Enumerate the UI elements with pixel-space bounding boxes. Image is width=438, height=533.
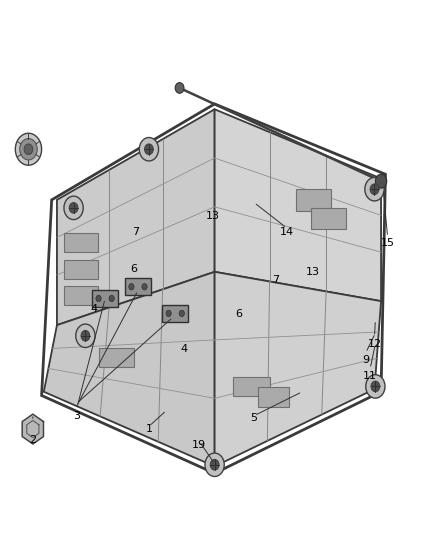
Circle shape [96, 295, 101, 302]
Circle shape [375, 174, 387, 188]
Circle shape [179, 310, 184, 317]
Circle shape [109, 295, 114, 302]
Circle shape [366, 375, 385, 398]
Circle shape [142, 284, 147, 290]
Polygon shape [22, 414, 43, 444]
Text: 9: 9 [362, 355, 369, 365]
Circle shape [64, 196, 83, 220]
Circle shape [166, 310, 171, 317]
Polygon shape [64, 233, 98, 252]
Text: 4: 4 [180, 344, 187, 354]
Text: 14: 14 [280, 227, 294, 237]
Text: 12: 12 [367, 339, 381, 349]
Circle shape [24, 144, 33, 155]
Circle shape [81, 330, 90, 341]
Polygon shape [92, 290, 118, 307]
Circle shape [371, 381, 380, 392]
Text: 7: 7 [132, 227, 139, 237]
Text: 15: 15 [381, 238, 395, 247]
Circle shape [365, 177, 384, 201]
Text: 7: 7 [272, 275, 279, 285]
Text: 11: 11 [363, 371, 377, 381]
Circle shape [76, 324, 95, 348]
Circle shape [205, 453, 224, 477]
Text: 6: 6 [235, 310, 242, 319]
Polygon shape [64, 286, 98, 305]
Circle shape [129, 284, 134, 290]
Text: 5: 5 [251, 414, 258, 423]
Text: 3: 3 [73, 411, 80, 421]
Polygon shape [125, 278, 151, 295]
Circle shape [69, 203, 78, 213]
Text: 13: 13 [306, 267, 320, 277]
Polygon shape [215, 109, 381, 301]
Polygon shape [99, 348, 134, 367]
Circle shape [139, 138, 159, 161]
Polygon shape [296, 189, 331, 211]
Text: 6: 6 [130, 264, 137, 274]
Polygon shape [233, 377, 270, 396]
Text: 4: 4 [91, 304, 98, 314]
Polygon shape [258, 387, 289, 407]
Circle shape [20, 139, 37, 160]
Text: 13: 13 [205, 211, 219, 221]
Circle shape [145, 144, 153, 155]
Circle shape [15, 133, 42, 165]
Polygon shape [64, 260, 98, 279]
Text: 1: 1 [145, 424, 152, 434]
Polygon shape [311, 208, 346, 229]
Polygon shape [57, 109, 215, 325]
Circle shape [210, 459, 219, 470]
Text: 19: 19 [192, 440, 206, 450]
Circle shape [370, 184, 379, 195]
Circle shape [175, 83, 184, 93]
Polygon shape [215, 272, 381, 466]
Polygon shape [162, 305, 188, 322]
Text: 2: 2 [29, 435, 36, 445]
Polygon shape [44, 272, 215, 466]
